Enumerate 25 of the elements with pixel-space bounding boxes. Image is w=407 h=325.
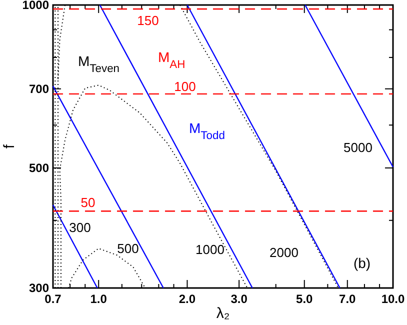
series-label: 100 bbox=[174, 79, 196, 94]
annotation: M$_{Teven}$ bbox=[78, 53, 120, 75]
x-tick-label: 2.0 bbox=[178, 292, 196, 306]
x-tick-label: 1.0 bbox=[90, 292, 108, 306]
y-tick-label: 1000 bbox=[22, 0, 50, 12]
y-tick-label: 500 bbox=[28, 160, 50, 175]
series-label: 1000 bbox=[196, 242, 224, 257]
annotation: M$_{Todd}$ bbox=[189, 120, 225, 142]
y-tick-label: 700 bbox=[28, 82, 50, 96]
series-label: 2000 bbox=[270, 245, 298, 260]
series-label: 500 bbox=[117, 241, 139, 256]
x-tick-label: 0.7 bbox=[44, 292, 62, 306]
y-axis-title: f bbox=[1, 144, 18, 149]
annotation: M$_{AH}$ bbox=[158, 49, 186, 71]
y-tick-label: 300 bbox=[28, 281, 50, 295]
x-axis-title: λ₂ bbox=[216, 305, 230, 322]
x-tick-label: 7.0 bbox=[339, 292, 356, 306]
series-label: 150 bbox=[137, 13, 159, 28]
x-tick-label: 5.0 bbox=[296, 292, 314, 306]
series-label: 300 bbox=[69, 220, 91, 235]
series-label: 5000 bbox=[344, 140, 372, 155]
x-tick-label: 10.0 bbox=[381, 292, 405, 306]
series-label: 50 bbox=[80, 195, 96, 210]
annotation: (b) bbox=[353, 255, 371, 271]
x-tick-label: 3.0 bbox=[230, 292, 248, 306]
